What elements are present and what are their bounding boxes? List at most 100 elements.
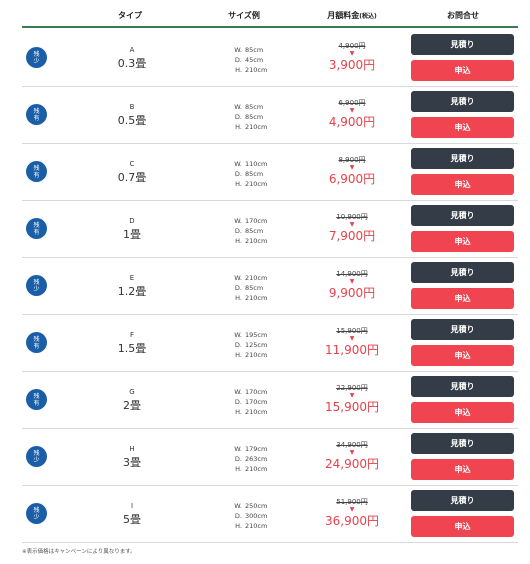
width-key: W. <box>234 502 242 510</box>
width-value: 170cm <box>245 217 268 225</box>
depth-value: 85cm <box>245 170 264 178</box>
badge-line-1: 残 <box>33 164 40 172</box>
height-key: H. <box>235 294 242 302</box>
badge-line-2: 有 <box>33 399 40 407</box>
availability-badge: 残少 <box>26 503 47 524</box>
width-key: W. <box>234 103 242 111</box>
size-dimensions: W. 85cm D. 85cm H. 210cm <box>230 102 267 132</box>
discount-price: 15,900円 <box>325 400 379 414</box>
quote-button[interactable]: 見積り <box>411 433 514 454</box>
width-value: 85cm <box>245 103 264 111</box>
width-value: 170cm <box>245 388 268 396</box>
header-type: タイプ <box>118 11 142 20</box>
depth-key: D. <box>234 512 242 520</box>
type-size: 1畳 <box>123 228 141 241</box>
size-dimensions: W. 170cm D. 170cm H. 210cm <box>230 387 267 417</box>
badge-line-1: 残 <box>33 107 40 115</box>
table-row: 残有 D 1畳 W. 170cm D. 85cm H. 210cm 10,900円 ▼ 7,900円 見… <box>22 201 518 258</box>
quote-button[interactable]: 見積り <box>411 490 514 511</box>
type-letter: G <box>129 388 135 396</box>
width-value: 195cm <box>245 331 268 339</box>
depth-key: D. <box>234 56 242 64</box>
width-key: W. <box>234 46 242 54</box>
apply-button[interactable]: 申込 <box>411 459 514 480</box>
table-row: 残有 F 1.5畳 W. 195cm D. 125cm H. 210cm 15,900円 ▼ 11,9… <box>22 315 518 372</box>
size-dimensions: W. 110cm D. 85cm H. 210cm <box>230 159 267 189</box>
height-key: H. <box>235 237 242 245</box>
apply-button[interactable]: 申込 <box>411 516 514 537</box>
header-size-example: サイズ例 <box>228 11 260 20</box>
size-dimensions: W. 210cm D. 85cm H. 210cm <box>230 273 267 303</box>
quote-button[interactable]: 見積り <box>411 376 514 397</box>
height-key: H. <box>235 123 242 131</box>
type-letter: F <box>129 331 135 339</box>
badge-line-2: 有 <box>33 171 40 179</box>
quote-button[interactable]: 見積り <box>411 34 514 55</box>
width-key: W. <box>234 331 242 339</box>
quote-button[interactable]: 見積り <box>411 205 514 226</box>
size-dimensions: W. 195cm D. 125cm H. 210cm <box>230 330 267 360</box>
type-letter: H <box>129 445 135 453</box>
type-size: 0.7畳 <box>117 171 147 184</box>
depth-key: D. <box>234 284 242 292</box>
depth-value: 45cm <box>245 56 264 64</box>
original-price: 15,900円 <box>336 327 368 335</box>
depth-key: D. <box>234 398 242 406</box>
quote-button[interactable]: 見積り <box>411 319 514 340</box>
original-price: 14,900円 <box>336 270 368 278</box>
discount-price: 7,900円 <box>328 229 376 243</box>
table-row: 残少 A 0.3畳 W. 85cm D. 45cm H. 210cm 4,900円 ▼ 3,900円 見… <box>22 30 518 87</box>
quote-button[interactable]: 見積り <box>411 91 514 112</box>
availability-badge: 残有 <box>26 332 47 353</box>
down-arrow-icon: ▼ <box>349 392 355 399</box>
quote-button[interactable]: 見積り <box>411 148 514 169</box>
apply-button[interactable]: 申込 <box>411 402 514 423</box>
down-arrow-icon: ▼ <box>349 335 355 342</box>
badge-line-2: 少 <box>33 57 40 65</box>
badge-line-1: 残 <box>33 506 40 514</box>
type-size: 1.5畳 <box>117 342 147 355</box>
quote-button[interactable]: 見積り <box>411 262 514 283</box>
height-value: 210cm <box>245 123 268 131</box>
discount-price: 9,900円 <box>328 286 376 300</box>
width-key: W. <box>234 160 242 168</box>
apply-button[interactable]: 申込 <box>411 174 514 195</box>
apply-button[interactable]: 申込 <box>411 231 514 252</box>
down-arrow-icon: ▼ <box>349 278 355 285</box>
badge-line-1: 残 <box>33 50 40 58</box>
availability-badge: 残少 <box>26 446 47 467</box>
apply-button[interactable]: 申込 <box>411 60 514 81</box>
type-letter: B <box>129 103 135 111</box>
table-row: 残少 E 1.2畳 W. 210cm D. 85cm H. 210cm 14,900円 ▼ 9,900… <box>22 258 518 315</box>
height-value: 210cm <box>245 294 268 302</box>
height-key: H. <box>235 408 242 416</box>
width-value: 210cm <box>245 274 268 282</box>
availability-badge: 残少 <box>26 275 47 296</box>
original-price: 22,900円 <box>336 384 368 392</box>
apply-button[interactable]: 申込 <box>411 117 514 138</box>
original-price: 10,900円 <box>336 213 368 221</box>
header-monthly-fee-label: 月額料金 <box>327 11 360 20</box>
header-tax-label: (税込) <box>359 13 377 20</box>
type-letter: D <box>129 217 135 225</box>
height-value: 210cm <box>245 408 268 416</box>
type-size: 2畳 <box>123 399 141 412</box>
badge-line-2: 少 <box>33 513 40 521</box>
height-key: H. <box>235 351 242 359</box>
availability-badge: 残有 <box>26 218 47 239</box>
apply-button[interactable]: 申込 <box>411 288 514 309</box>
badge-line-2: 有 <box>33 114 40 122</box>
original-price: 6,900円 <box>338 99 366 107</box>
size-dimensions: W. 85cm D. 45cm H. 210cm <box>230 45 267 75</box>
badge-line-1: 残 <box>33 392 40 400</box>
height-key: H. <box>235 66 242 74</box>
apply-button[interactable]: 申込 <box>411 345 514 366</box>
depth-key: D. <box>234 341 242 349</box>
header-monthly-fee: 月額料金(税込) <box>327 10 377 21</box>
discount-price: 4,900円 <box>328 115 376 129</box>
badge-line-2: 少 <box>33 456 40 464</box>
original-price: 51,900円 <box>336 498 368 506</box>
depth-value: 85cm <box>245 113 264 121</box>
width-value: 110cm <box>245 160 268 168</box>
original-price: 8,900円 <box>338 156 366 164</box>
